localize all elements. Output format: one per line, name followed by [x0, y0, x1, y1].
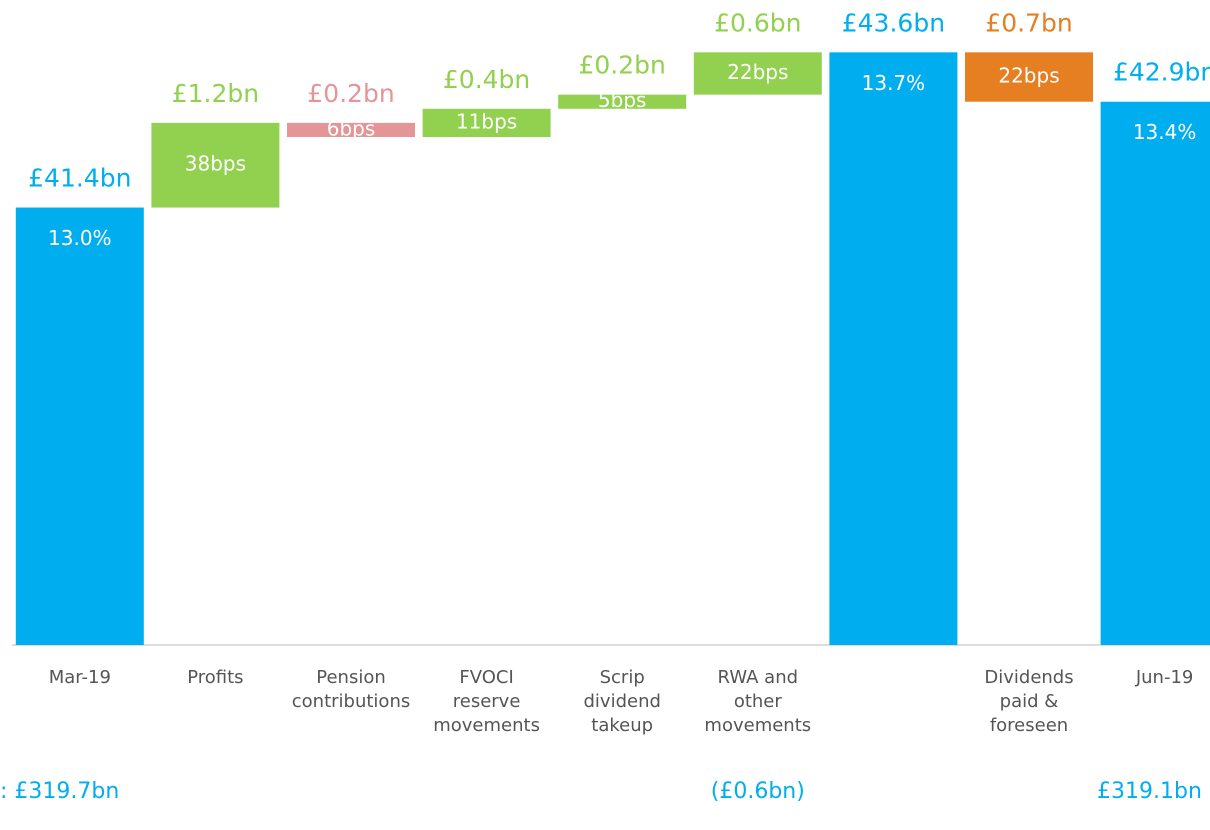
bar [829, 52, 958, 646]
x-tick-label: Profits [187, 667, 243, 688]
bar [965, 52, 1093, 102]
ratio-label: 13.7% [862, 71, 926, 95]
bar [287, 122, 415, 137]
bar [693, 52, 822, 95]
value-label: £0.2bn [579, 51, 666, 80]
value-label: £0.2bn [307, 79, 394, 108]
value-label: £43.6bn [842, 8, 945, 37]
value-label: £41.4bn [28, 164, 131, 193]
ratio-label: 5bps [598, 88, 647, 112]
rwa-label: £319.1bn [1097, 779, 1202, 804]
ratio-label: 11bps [456, 109, 517, 133]
x-tick-label: FVOCI reserve movements [433, 667, 540, 736]
ratio-label: 6bps [327, 116, 376, 140]
x-tick-label: Jun-19 [1135, 667, 1194, 688]
ratio-label: 13.0% [48, 226, 112, 250]
x-tick-label: Mar-19 [49, 667, 111, 688]
value-label: £0.7bn [985, 8, 1072, 37]
x-tick-label: Scrip dividend takeup [583, 667, 660, 736]
value-label: £1.2bn [172, 79, 259, 108]
value-label: £0.6bn [714, 8, 801, 37]
bar [1100, 101, 1210, 645]
x-tick-label: RWA and other movements [704, 667, 811, 736]
rwa-label: (£0.6bn) [711, 779, 805, 804]
ratio-label: 22bps [727, 60, 788, 84]
x-tick-label: Dividends paid & foreseen [984, 667, 1073, 736]
value-label: £42.9bn [1113, 58, 1210, 87]
rwa-label: : £319.7bn [0, 779, 119, 804]
bar [15, 207, 144, 646]
ratio-label: 13.4% [1133, 120, 1197, 144]
x-tick-label: Pension contributions [292, 667, 410, 712]
ratio-label: 22bps [998, 64, 1059, 88]
bar [558, 94, 687, 109]
bar [151, 122, 280, 208]
ratio-label: 38bps [185, 152, 246, 176]
value-label: £0.4bn [443, 65, 530, 94]
bar [422, 108, 551, 137]
